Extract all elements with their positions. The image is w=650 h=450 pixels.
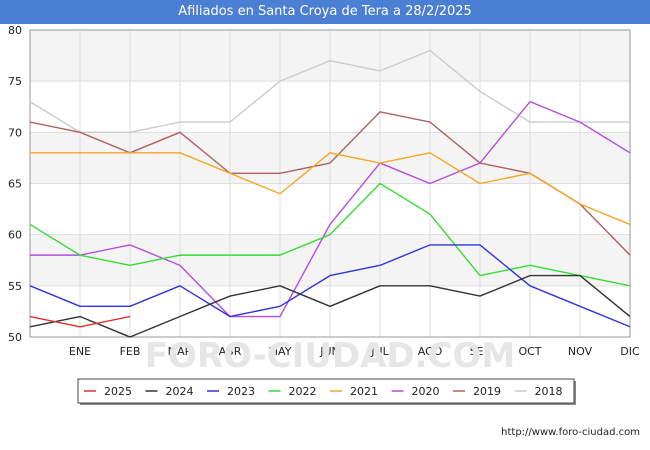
watermark: FORO-CIUDAD.COM — [145, 336, 516, 376]
chart-title: Afiliados en Santa Croya de Tera a 28/2/… — [178, 4, 472, 19]
x-tick-label: NOV — [568, 345, 593, 358]
x-tick-label: SEP — [470, 345, 491, 358]
legend-label-2024: 2024 — [166, 385, 194, 398]
x-tick-label: ABR — [219, 345, 242, 358]
x-tick-label: DIC — [620, 345, 640, 358]
x-tick-label: AGO — [418, 345, 443, 358]
series-line-2018 — [29, 49, 630, 134]
x-tick-label: MAY — [269, 345, 292, 358]
y-tick-label: 65 — [8, 178, 22, 191]
y-tick-label: 75 — [8, 75, 22, 88]
legend-label-2025: 2025 — [104, 385, 132, 398]
x-tick-label: MAR — [168, 345, 193, 358]
y-tick-label: 50 — [8, 331, 22, 344]
x-tick-label: ENE — [69, 345, 91, 358]
series-line-2024 — [29, 274, 631, 338]
y-tick-label: 55 — [8, 280, 22, 293]
title-bar — [0, 0, 650, 24]
legend-label-2020: 2020 — [412, 385, 440, 398]
plot-frame — [29, 29, 631, 338]
series-line-2021 — [30, 152, 631, 226]
legend-label-2022: 2022 — [289, 385, 317, 398]
x-tick-label: OCT — [518, 345, 541, 358]
legend-label-2023: 2023 — [227, 385, 255, 398]
legend-box — [77, 378, 575, 404]
y-tick-label: 60 — [8, 229, 22, 242]
legend-label-2019: 2019 — [473, 385, 501, 398]
legend-label-2021: 2021 — [350, 385, 378, 398]
series-line-2023 — [29, 244, 631, 328]
source-url[interactable]: http://www.foro-ciudad.com — [501, 427, 640, 438]
series-line-2022 — [29, 182, 631, 287]
series-line-2025 — [29, 315, 131, 328]
x-tick-label: JUL — [370, 345, 389, 358]
series-line-2020 — [30, 100, 631, 318]
y-tick-label: 70 — [8, 126, 22, 139]
y-tick-label: 80 — [8, 24, 22, 37]
x-tick-label: FEB — [120, 345, 141, 358]
legend-label-2018: 2018 — [535, 385, 563, 398]
x-tick-label: JUN — [319, 345, 340, 358]
